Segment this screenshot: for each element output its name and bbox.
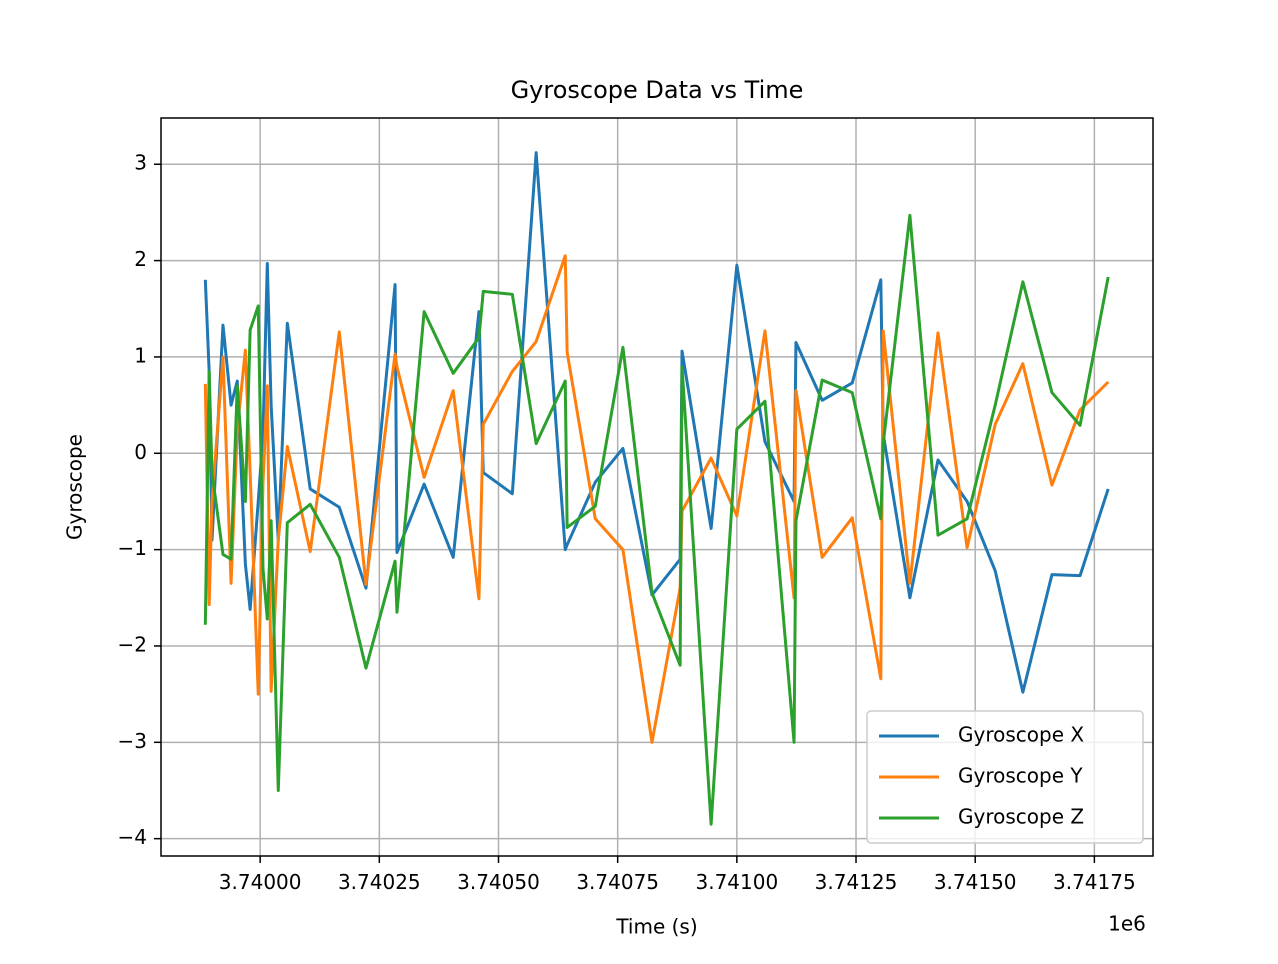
- y-tick-label: −3: [118, 729, 147, 753]
- data-line: [203, 254, 1110, 744]
- x-tick-label: 3.74125: [815, 870, 898, 894]
- y-tick-label: 1: [134, 343, 147, 367]
- x-tick-label: 3.74000: [219, 870, 302, 894]
- x-tick-label: 3.74150: [934, 870, 1017, 894]
- x-axis-label: Time (s): [615, 915, 697, 939]
- y-tick-label: −2: [118, 632, 147, 656]
- y-tick-label: 3: [134, 151, 147, 175]
- chart-title: Gyroscope Data vs Time: [511, 76, 804, 104]
- y-axis-label: Gyroscope: [63, 434, 87, 540]
- x-tick-label: 3.74175: [1053, 870, 1136, 894]
- x-offset-label: 1e6: [1108, 912, 1146, 936]
- y-tick-label: −1: [118, 536, 147, 560]
- y-tick-label: 0: [134, 440, 147, 464]
- y-tick-label: 2: [134, 247, 147, 271]
- legend-label: Gyroscope X: [958, 723, 1084, 747]
- x-tick-label: 3.74025: [338, 870, 421, 894]
- x-tick-label: 3.74075: [576, 870, 659, 894]
- x-tick-label: 3.74100: [695, 870, 778, 894]
- plot-frame: [160, 117, 1154, 857]
- data-line: [203, 213, 1110, 826]
- legend-label: Gyroscope Z: [958, 805, 1084, 829]
- x-tick-label: 3.74050: [457, 870, 540, 894]
- legend-label: Gyroscope Y: [958, 764, 1083, 788]
- legend-box: [866, 710, 1144, 844]
- y-tick-label: −4: [118, 825, 147, 849]
